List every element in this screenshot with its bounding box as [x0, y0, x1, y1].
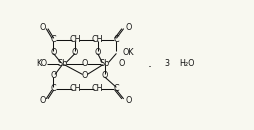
Text: O: O — [101, 71, 108, 80]
Text: Sb: Sb — [57, 59, 67, 68]
Text: O: O — [50, 71, 57, 80]
Text: 3: 3 — [164, 59, 169, 68]
Text: C: C — [114, 84, 119, 93]
Text: O: O — [82, 59, 88, 68]
Text: .: . — [148, 57, 152, 70]
Text: CH: CH — [92, 84, 103, 93]
Text: CH: CH — [69, 35, 81, 44]
Text: O: O — [39, 96, 46, 105]
Text: C: C — [51, 35, 56, 44]
Text: O: O — [118, 59, 124, 68]
Text: O: O — [125, 23, 131, 32]
Text: H₂O: H₂O — [180, 59, 195, 68]
Text: O: O — [82, 71, 88, 80]
Text: OK: OK — [122, 48, 134, 57]
Text: KO: KO — [36, 59, 47, 68]
Text: O: O — [50, 48, 57, 57]
Text: O: O — [125, 96, 131, 105]
Text: O: O — [94, 48, 101, 57]
Text: Sb: Sb — [100, 59, 110, 68]
Text: O: O — [39, 23, 46, 32]
Text: C: C — [114, 35, 119, 44]
Text: CH: CH — [92, 35, 103, 44]
Text: C: C — [51, 84, 56, 93]
Text: CH: CH — [69, 84, 81, 93]
Text: O: O — [72, 48, 78, 57]
